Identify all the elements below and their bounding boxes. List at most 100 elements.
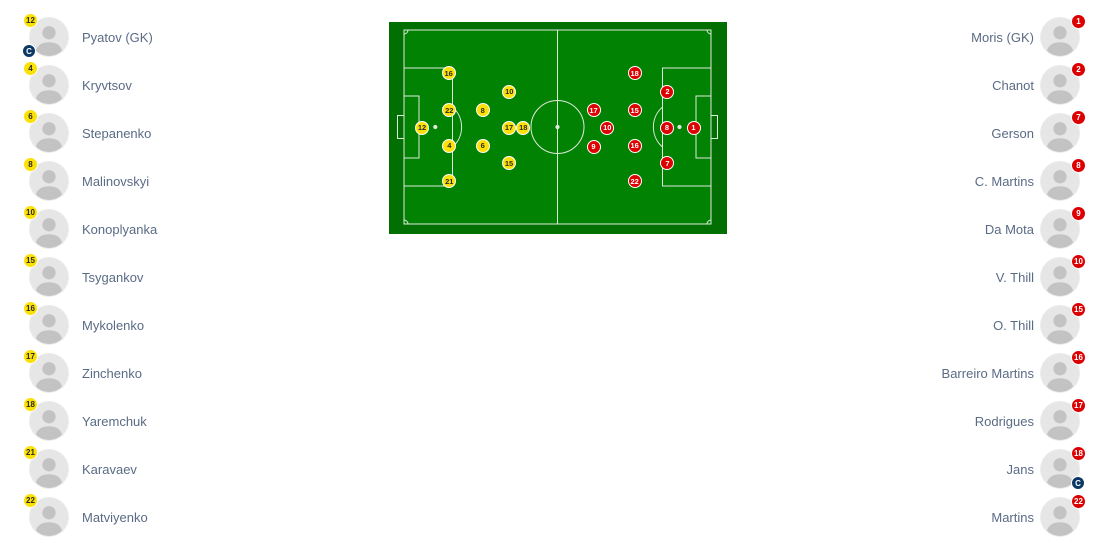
pitch-marker[interactable]: 21: [442, 174, 457, 188]
player-name[interactable]: V. Thill: [995, 269, 1034, 285]
player-row[interactable]: 9 Da Mota: [942, 205, 1086, 253]
pitch-marker[interactable]: 9: [586, 139, 601, 154]
player-row[interactable]: 16 Mykolenko: [23, 301, 157, 349]
player-photo-placeholder: [30, 18, 68, 56]
pitch-marker[interactable]: 12: [415, 120, 429, 135]
player-row[interactable]: 7 Gerson: [942, 109, 1086, 157]
player-name[interactable]: Konoplyanka: [82, 221, 158, 237]
player-row[interactable]: 12 C Pyatov (GK): [22, 13, 157, 61]
player-row[interactable]: 4 Kryvtsov: [23, 61, 157, 109]
pitch-marker[interactable]: 22: [627, 174, 642, 188]
player-name[interactable]: Malinovskyi: [82, 173, 150, 189]
player-row[interactable]: 2 Chanot: [942, 61, 1086, 109]
pitch-marker[interactable]: 18: [516, 120, 531, 135]
player-name[interactable]: Gerson: [991, 125, 1034, 141]
player-avatar[interactable]: 22: [23, 493, 68, 536]
player-name[interactable]: Karavaev: [82, 461, 137, 477]
player-number-badge: 18: [23, 397, 38, 412]
player-name[interactable]: Mykolenko: [82, 317, 145, 333]
player-avatar[interactable]: 22: [1041, 494, 1086, 536]
player-name[interactable]: Yaremchuk: [82, 413, 147, 429]
player-photo-placeholder: [30, 498, 68, 536]
pitch-marker[interactable]: 18: [627, 66, 642, 81]
player-name[interactable]: Barreiro Martins: [941, 365, 1034, 381]
player-avatar[interactable]: 4: [23, 61, 68, 104]
player-name[interactable]: Jans: [1006, 461, 1034, 477]
player-row[interactable]: 17 Rodrigues: [942, 397, 1086, 445]
player-avatar[interactable]: 6: [23, 109, 68, 152]
pitch-marker[interactable]: 4: [442, 138, 457, 153]
player-name[interactable]: C. Martins: [974, 173, 1034, 189]
pitch-marker[interactable]: 2: [660, 84, 675, 99]
player-number-badge: 15: [1071, 302, 1086, 317]
player-number-badge: 2: [1071, 62, 1086, 77]
player-photo-placeholder: [1041, 66, 1079, 104]
player-name[interactable]: Rodrigues: [974, 413, 1034, 429]
pitch-marker[interactable]: 10: [502, 84, 517, 99]
player-number-badge: 8: [1071, 158, 1086, 173]
player-name[interactable]: Stepanenko: [82, 125, 152, 141]
player-number-badge: 16: [1071, 350, 1086, 365]
pitch-marker[interactable]: 15: [502, 156, 516, 171]
player-avatar[interactable]: 15: [23, 253, 68, 296]
pitch-marker[interactable]: 16: [441, 66, 456, 81]
pitch-marker[interactable]: 1: [686, 120, 701, 135]
player-name[interactable]: Zinchenko: [82, 365, 142, 381]
player-row[interactable]: 15 Tsygankov: [23, 253, 157, 301]
player-row[interactable]: 17 Zinchenko: [23, 349, 157, 397]
player-row[interactable]: 10 V. Thill: [942, 253, 1086, 301]
pitch-marker[interactable]: 7: [660, 156, 675, 171]
player-avatar[interactable]: 12 C: [22, 13, 68, 58]
player-row[interactable]: 6 Stepanenko: [23, 109, 157, 157]
player-name[interactable]: Tsygankov: [82, 269, 144, 285]
pitch-marker[interactable]: 17: [502, 120, 516, 135]
player-name[interactable]: Matviyenko: [82, 509, 148, 525]
player-name[interactable]: Pyatov (GK): [82, 29, 153, 45]
player-row[interactable]: 16 Barreiro Martins: [941, 349, 1086, 397]
player-avatar[interactable]: 1: [1041, 14, 1086, 56]
player-photo-placeholder: [1041, 18, 1079, 56]
pitch-marker[interactable]: 8: [475, 103, 490, 117]
player-row[interactable]: 22 Martins: [942, 493, 1086, 541]
pitch-marker[interactable]: 6: [475, 138, 490, 153]
player-row[interactable]: 1 Moris (GK): [942, 13, 1086, 61]
player-photo-placeholder: [30, 66, 68, 104]
player-avatar[interactable]: 10: [23, 205, 68, 248]
player-avatar[interactable]: 15: [1041, 302, 1086, 344]
player-avatar[interactable]: 17: [1041, 398, 1086, 440]
pitch-marker[interactable]: 8: [660, 120, 674, 135]
player-avatar[interactable]: 16: [1041, 350, 1086, 392]
player-row[interactable]: 22 Matviyenko: [23, 493, 157, 541]
player-avatar[interactable]: 7: [1041, 110, 1086, 152]
player-name[interactable]: O. Thill: [993, 317, 1034, 333]
player-row[interactable]: 8 Malinovskyi: [23, 157, 157, 205]
player-name[interactable]: Kryvtsov: [82, 77, 132, 93]
player-name[interactable]: Moris (GK): [971, 29, 1034, 45]
player-avatar[interactable]: 16: [23, 301, 68, 344]
player-avatar[interactable]: 17: [23, 349, 68, 392]
player-row[interactable]: 21 Karavaev: [23, 445, 157, 493]
player-number-badge: 1: [1071, 14, 1086, 29]
pitch-marker[interactable]: 22: [442, 103, 457, 117]
player-avatar[interactable]: 8: [1041, 158, 1086, 200]
player-row[interactable]: 15 O. Thill: [942, 301, 1086, 349]
player-avatar[interactable]: 9: [1041, 206, 1086, 248]
player-row[interactable]: 10 Konoplyanka: [23, 205, 158, 253]
player-avatar[interactable]: 21: [23, 445, 68, 488]
player-name[interactable]: Chanot: [992, 77, 1034, 93]
player-avatar[interactable]: 8: [23, 157, 68, 200]
player-avatar[interactable]: 18: [23, 397, 68, 440]
player-avatar[interactable]: 10: [1041, 254, 1086, 296]
player-name[interactable]: Da Mota: [984, 221, 1034, 237]
pitch-marker[interactable]: 17: [586, 103, 601, 117]
player-avatar[interactable]: 18 C: [1041, 446, 1086, 490]
player-avatar[interactable]: 2: [1041, 62, 1086, 104]
pitch-marker[interactable]: 15: [627, 103, 642, 117]
pitch-marker[interactable]: 16: [627, 138, 642, 153]
player-photo-placeholder: [1041, 402, 1079, 440]
pitch-marker[interactable]: 10: [600, 120, 615, 135]
player-name[interactable]: Martins: [991, 509, 1034, 525]
player-row[interactable]: 18 Yaremchuk: [23, 397, 157, 445]
player-row[interactable]: 8 C. Martins: [942, 157, 1086, 205]
player-row[interactable]: 18 C Jans: [942, 445, 1086, 493]
